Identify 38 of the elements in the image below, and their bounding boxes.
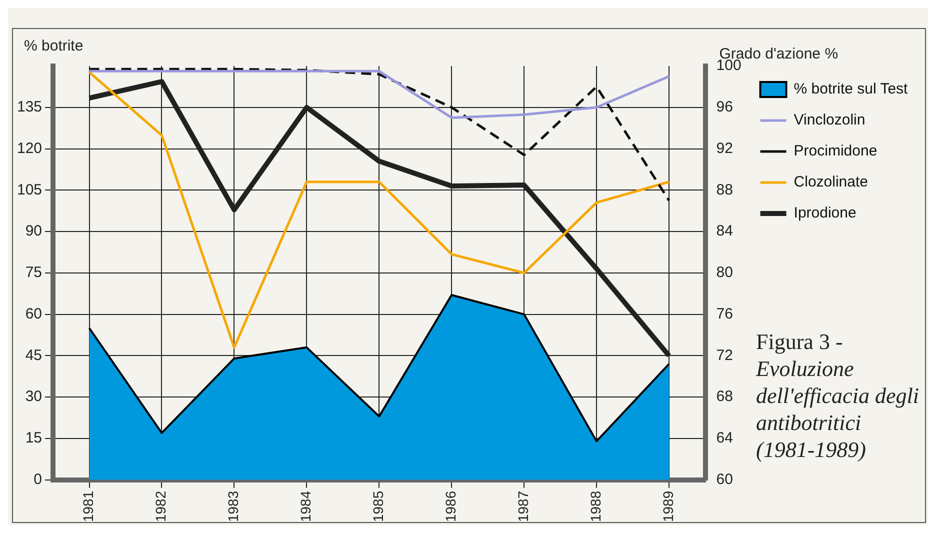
text: Figura 3 -	[756, 328, 844, 355]
y-tick-label: 135	[16, 98, 42, 116]
legend-label: % botrite sul Test	[794, 80, 909, 98]
y2-tick-label: 88	[716, 181, 733, 198]
y2-tick-label: 92	[716, 140, 733, 157]
y-tick-label: 0	[34, 470, 42, 488]
y2-tick-label: 72	[716, 346, 733, 364]
y-tick-label: 15	[25, 430, 42, 447]
x-tick-label: 1987	[514, 490, 531, 522]
y-tick-label: 45	[25, 346, 42, 364]
x-tick-label: 1986	[442, 490, 458, 522]
y2-tick-label: 68	[716, 388, 733, 406]
y2-tick-label: 84	[716, 222, 733, 240]
x-tick-label: 1983	[225, 490, 242, 522]
x-tick-label: 1982	[152, 490, 169, 522]
line-series	[88, 68, 670, 202]
y-axis-title: % botrite	[24, 38, 84, 55]
y2-tick-label: 96	[716, 98, 733, 116]
x-tick-label: 1989	[660, 490, 676, 522]
text: Evoluzione dell'efficacia degli antibotritici (1981-1989)	[756, 355, 920, 463]
x-tick-label: 1988	[587, 490, 604, 522]
legend-label: Vinclozolin	[794, 112, 866, 129]
legend-label: Clozolinate	[794, 174, 868, 191]
y2-tick-label: 60	[716, 470, 733, 488]
y2-tick-label: 64	[716, 430, 733, 447]
y-tick-label: 120	[16, 140, 42, 157]
y-tick-label: 30	[25, 388, 42, 406]
x-tick-label: 1985	[370, 490, 386, 522]
legend-label: Iprodione	[794, 204, 856, 222]
y-tick-label: 60	[25, 305, 42, 322]
y-tick-label: 75	[25, 264, 42, 282]
y2-tick-label: 80	[716, 264, 733, 282]
y2-tick-label: 76	[716, 305, 733, 322]
x-tick-label: 1981	[80, 490, 96, 522]
y-tick-label: 105	[16, 181, 42, 198]
legend-label: Procimidone	[794, 142, 878, 160]
x-tick-label: 1984	[298, 490, 314, 522]
y-tick-label: 90	[25, 222, 42, 240]
